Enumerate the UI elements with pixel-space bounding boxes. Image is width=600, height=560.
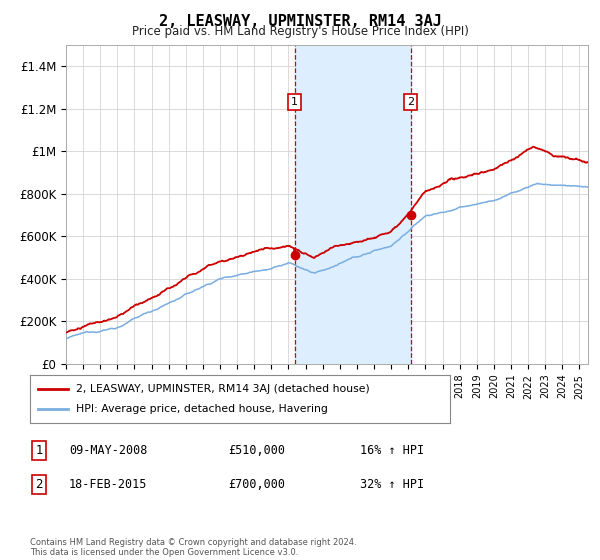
Text: 18-FEB-2015: 18-FEB-2015: [69, 478, 148, 491]
Bar: [295, 45, 410, 364]
Text: 2: 2: [407, 97, 414, 108]
Text: 2: 2: [35, 478, 43, 491]
Text: 2, LEASWAY, UPMINSTER, RM14 3AJ: 2, LEASWAY, UPMINSTER, RM14 3AJ: [158, 14, 442, 29]
Text: £700,000: £700,000: [228, 478, 285, 491]
Text: 1: 1: [291, 97, 298, 108]
Text: Price paid vs. HM Land Registry's House Price Index (HPI): Price paid vs. HM Land Registry's House …: [131, 25, 469, 38]
Text: 2, LEASWAY, UPMINSTER, RM14 3AJ (detached house): 2, LEASWAY, UPMINSTER, RM14 3AJ (detache…: [76, 384, 370, 394]
Text: HPI: Average price, detached house, Havering: HPI: Average price, detached house, Have…: [76, 404, 328, 414]
Text: £510,000: £510,000: [228, 444, 285, 458]
Text: 09-MAY-2008: 09-MAY-2008: [69, 444, 148, 458]
Text: 16% ↑ HPI: 16% ↑ HPI: [360, 444, 424, 458]
Text: Contains HM Land Registry data © Crown copyright and database right 2024.
This d: Contains HM Land Registry data © Crown c…: [30, 538, 356, 557]
Text: 1: 1: [35, 444, 43, 458]
Text: 32% ↑ HPI: 32% ↑ HPI: [360, 478, 424, 491]
